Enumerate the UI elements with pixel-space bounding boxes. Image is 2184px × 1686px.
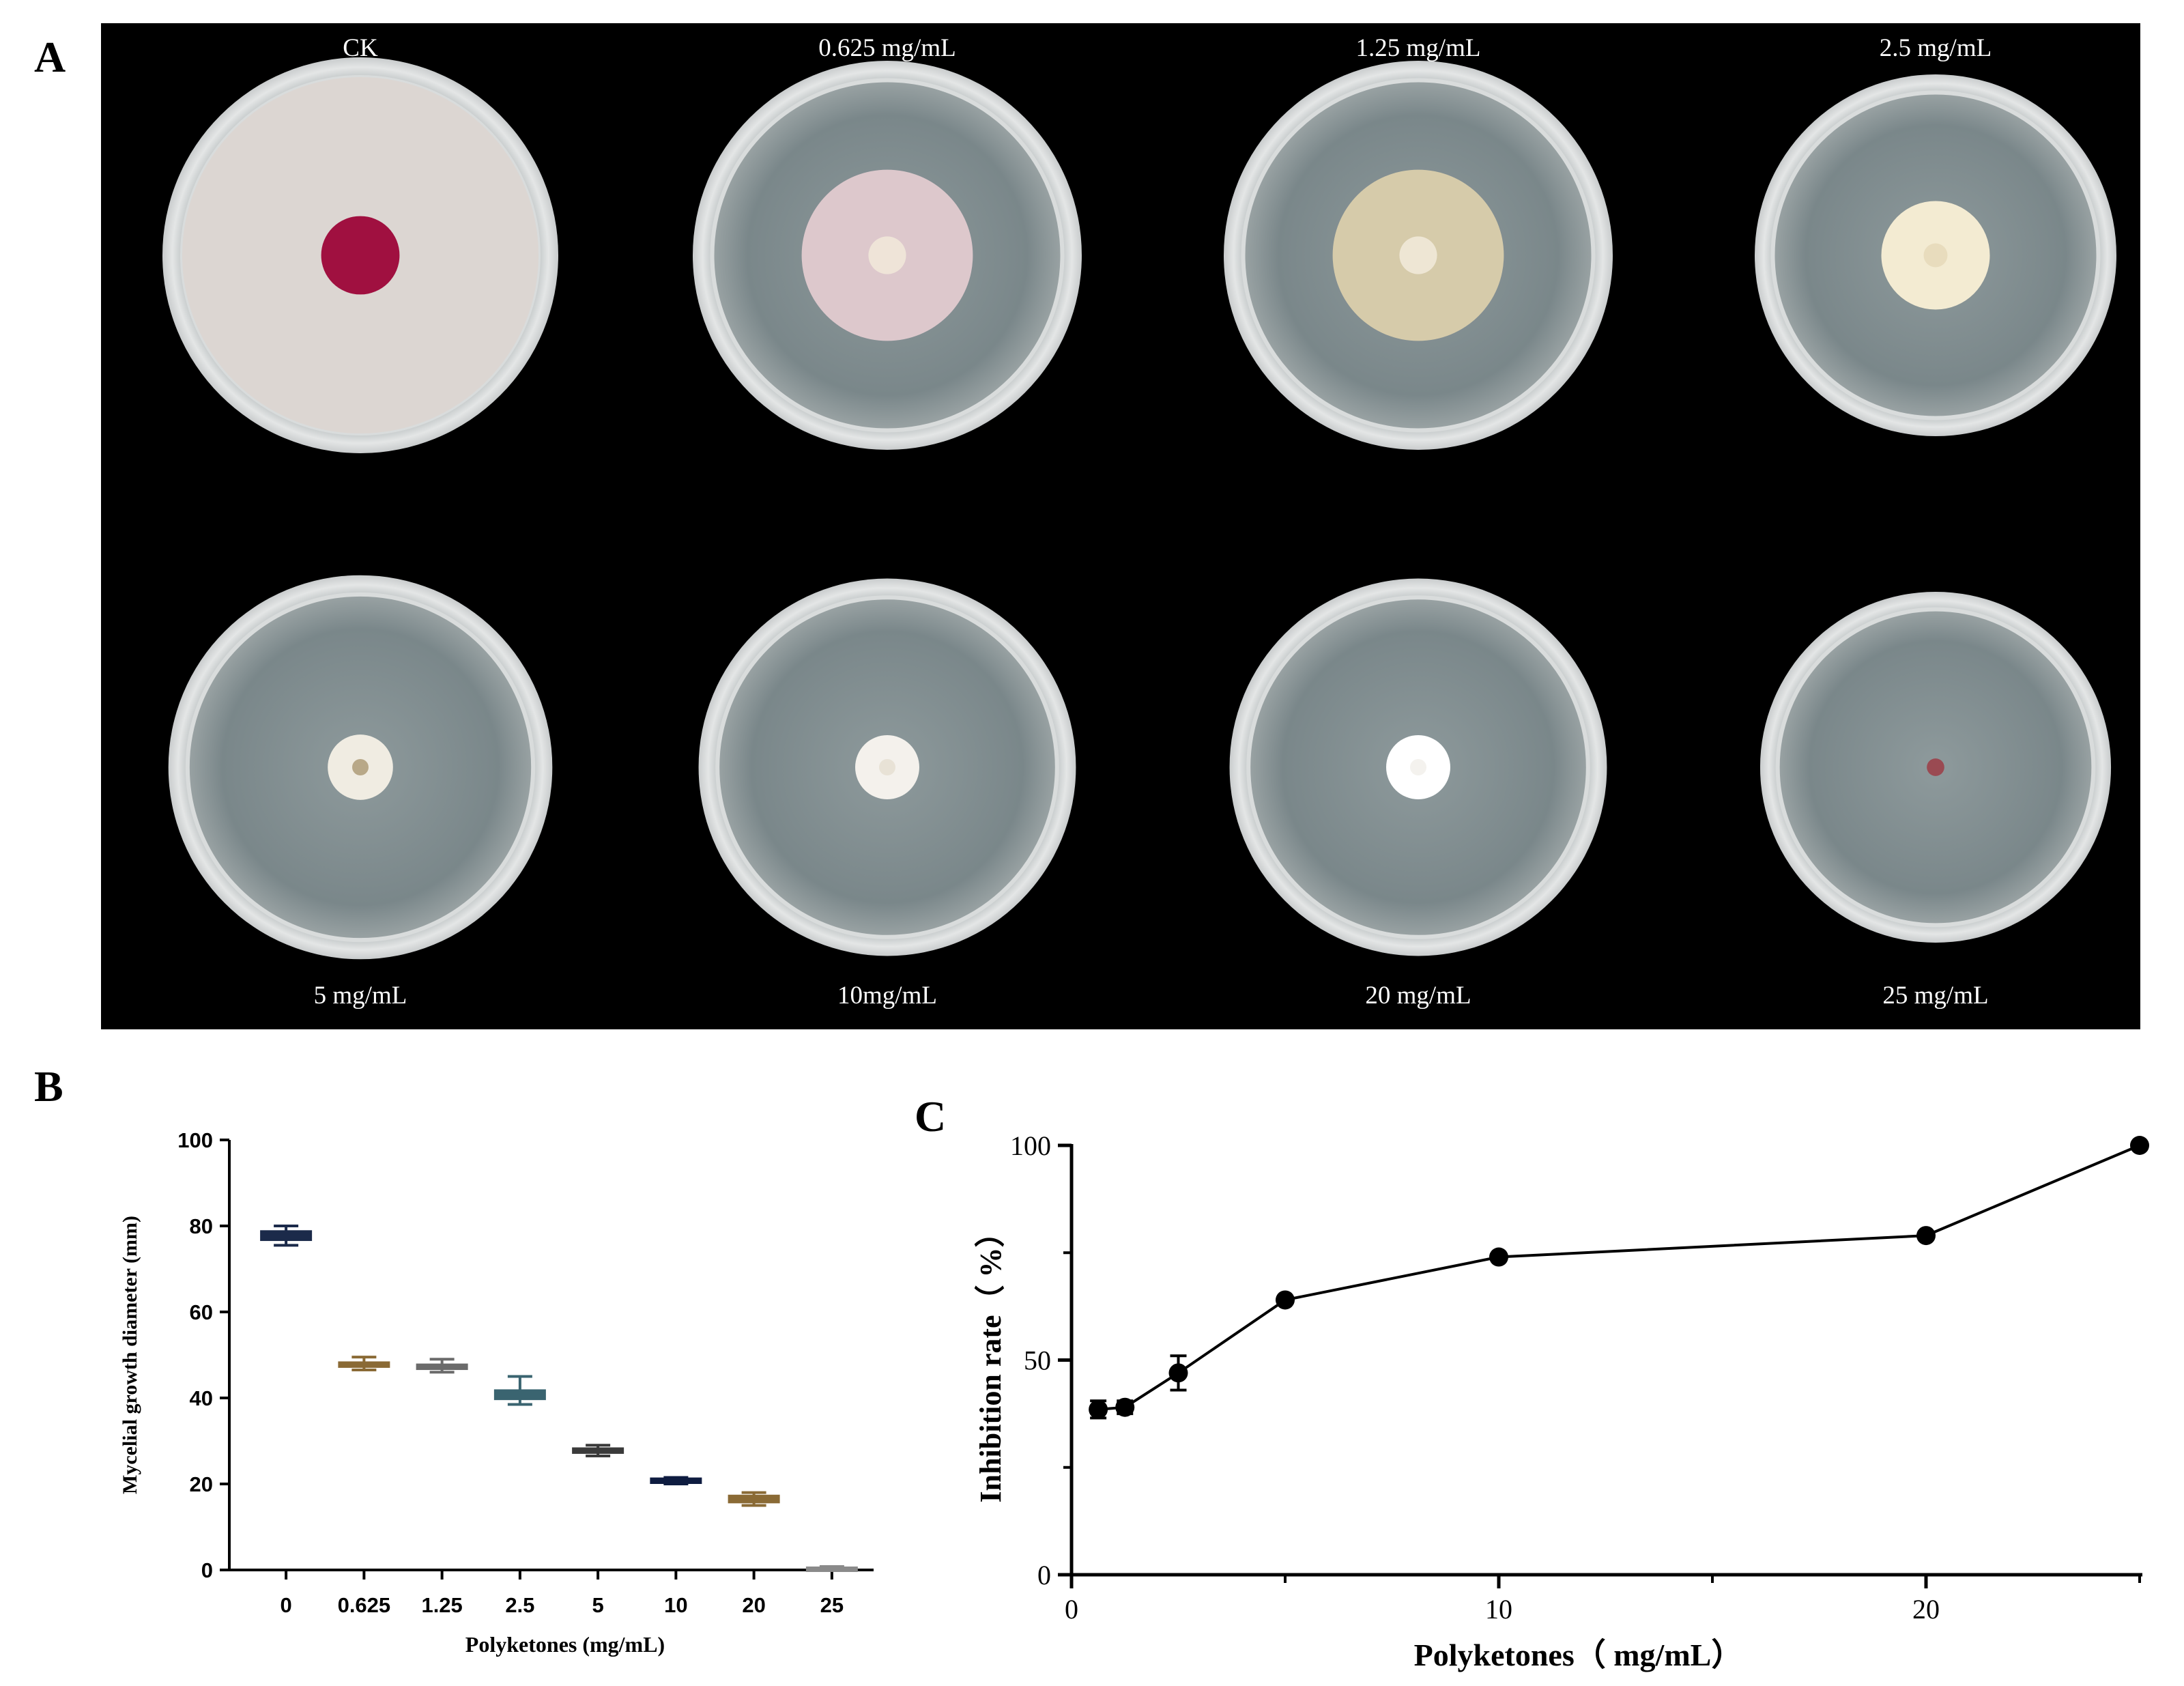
colony-center — [1399, 236, 1437, 274]
y-tick-label: 50 — [1024, 1345, 1051, 1376]
data-point — [1276, 1290, 1295, 1310]
y-axis-title: Inhibition rate（ %） — [974, 1217, 1007, 1502]
dish-concentration-label: 5 mg/mL — [313, 982, 407, 1010]
data-point — [1916, 1226, 1936, 1246]
x-tick-label: 5 — [592, 1593, 604, 1617]
box-body — [260, 1230, 313, 1242]
box-body — [650, 1477, 702, 1484]
inhibition-line — [1097, 1144, 2140, 1411]
dish-concentration-label: CK — [343, 34, 378, 62]
colony-center — [868, 236, 906, 274]
x-tick-label: 0.625 — [338, 1593, 391, 1617]
x-axis-title: Polyketones（ mg/mL） — [1414, 1638, 1743, 1672]
petri-dish-photo-panel: CK 0.625 mg/mL 1.25 mg/mL 2.5 mg/mL 5 mg/mL 1… — [101, 23, 2140, 1029]
x-tick-label: 2.5 — [505, 1593, 534, 1617]
y-tick-label: 100 — [177, 1128, 213, 1152]
y-axis-title: Mycelial growth diameter (mm) — [119, 1216, 141, 1494]
colony-center — [321, 216, 400, 295]
box-1.25 — [416, 1358, 468, 1374]
panel-label-a: A — [34, 33, 66, 81]
x-tick-label: 10 — [1485, 1594, 1512, 1625]
dish-concentration-label: 0.625 mg/mL — [818, 34, 956, 62]
box-5 — [572, 1444, 624, 1458]
box-body — [416, 1363, 468, 1371]
y-tick-label: 20 — [190, 1472, 213, 1496]
data-point — [1168, 1363, 1188, 1383]
box-body — [338, 1361, 390, 1368]
petri-dish — [1759, 591, 2112, 943]
petri-dish — [1229, 578, 1607, 956]
data-point — [1489, 1247, 1508, 1267]
petri-dish — [693, 61, 1082, 450]
colony-center — [352, 759, 369, 775]
x-tick-label: 1.25 — [421, 1593, 462, 1617]
colony-center — [1410, 759, 1426, 775]
petri-dish — [168, 575, 553, 960]
box-body — [572, 1447, 624, 1454]
petri-dish — [1755, 74, 2116, 436]
y-tick-label: 0 — [1037, 1560, 1051, 1590]
box-0.625 — [338, 1356, 390, 1372]
inhibition-rate-line-chart: Inhibition rate（ %） Polyketones（ mg/mL） … — [974, 1130, 2149, 1672]
x-tick-label: 20 — [1912, 1594, 1940, 1625]
box-10 — [650, 1476, 702, 1485]
y-tick-label: 40 — [190, 1386, 213, 1410]
x-tick-label: 10 — [664, 1593, 687, 1617]
box-25 — [805, 1564, 858, 1572]
dish-concentration-label: 2.5 mg/mL — [1879, 34, 1992, 62]
data-point — [1115, 1397, 1135, 1417]
petri-dishes — [162, 57, 2116, 960]
y-tick-label: 100 — [1010, 1130, 1051, 1161]
x-axis-title: Polyketones (mg/mL) — [465, 1632, 665, 1657]
box-body — [805, 1566, 858, 1572]
box-20 — [728, 1491, 780, 1507]
petri-dish — [162, 57, 558, 453]
petri-dish — [1224, 61, 1613, 450]
panel-label-b: B — [34, 1062, 63, 1111]
dish-concentration-label: 25 mg/mL — [1882, 982, 1989, 1010]
box-body — [728, 1494, 780, 1504]
petri-dish — [698, 578, 1076, 956]
dish-concentration-label: 20 mg/mL — [1365, 982, 1471, 1010]
panel-label-c: C — [915, 1092, 947, 1141]
x-tick-label: 20 — [742, 1593, 765, 1617]
x-tick-label: 0 — [281, 1593, 292, 1617]
data-point — [2130, 1136, 2149, 1155]
growth-diameter-box-chart: Mycelial growth diameter (mm) Polyketone… — [119, 1128, 874, 1657]
box-body — [493, 1389, 546, 1401]
fungal-colony — [1927, 758, 1944, 776]
data-point — [1089, 1399, 1108, 1419]
y-tick-label: 0 — [201, 1558, 213, 1582]
colony-center — [1923, 243, 1948, 268]
box-0 — [260, 1225, 313, 1247]
dish-concentration-label: 1.25 mg/mL — [1355, 34, 1481, 62]
y-tick-label: 80 — [190, 1214, 213, 1238]
y-tick-label: 60 — [190, 1300, 213, 1324]
box-2.5 — [493, 1375, 546, 1406]
x-tick-label: 25 — [820, 1593, 844, 1617]
colony-center — [879, 759, 895, 775]
dish-concentration-label: 10mg/mL — [837, 982, 937, 1010]
x-tick-label: 0 — [1065, 1594, 1078, 1625]
